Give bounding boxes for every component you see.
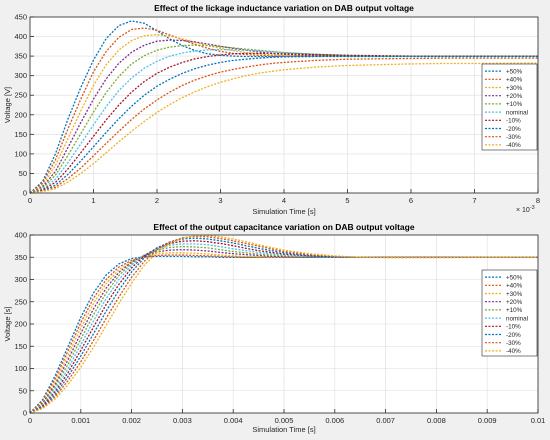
y-tick-label: 50 (19, 169, 27, 178)
legend-label-2: +30% (506, 291, 523, 298)
y-tick-label: 0 (23, 409, 27, 418)
x-exponent-power: -3 (530, 205, 535, 211)
series-line-9 (29, 62, 538, 194)
y-tick-label: 350 (14, 52, 27, 61)
legend-label-4: +10% (506, 101, 523, 108)
legend-label-3: +20% (506, 93, 523, 100)
legend-box (481, 269, 538, 357)
chart-title: Effect of the lickage inductance variati… (154, 3, 414, 13)
x-axis-label: Simulation Time [s] (252, 207, 315, 216)
x-tick-label: 1 (91, 196, 95, 205)
x-tick-label: 0.002 (122, 416, 141, 425)
x-tick-label: 2 (155, 196, 159, 205)
legend-label-9: -40% (506, 142, 521, 149)
x-exponent-label: × 10-3 (516, 205, 535, 214)
x-tick-label: 7 (472, 196, 476, 205)
y-tick-label: 100 (14, 149, 27, 158)
y-tick-label: 250 (14, 91, 27, 100)
legend-label-2: +30% (506, 85, 523, 92)
series-line-7 (29, 237, 538, 414)
x-tick-label: 0.005 (275, 416, 294, 425)
series-line-7 (29, 55, 538, 194)
y-tick-label: 150 (14, 342, 27, 351)
x-exponent-base: × 10 (516, 207, 530, 214)
y-axis-label: Voltage [s] (3, 306, 12, 341)
chart-leakage-inductance: 0 1 2 3 4 5 6 7 8 0 50 100 150 200 250 300 350 400 450 Effe… (3, 3, 540, 216)
y-tick-label: 300 (14, 71, 27, 80)
x-tick-label: 0.008 (427, 416, 446, 425)
legend-label-1: +40% (506, 283, 523, 290)
legend-label-7: -20% (506, 332, 521, 339)
series-line-0 (29, 255, 538, 414)
y-tick-label: 350 (14, 253, 27, 262)
legend-label-1: +40% (506, 77, 523, 84)
y-tick-label: 250 (14, 297, 27, 306)
legend: +50% +40%+30%+20%+10%nominal -10%-20%-30%-… (481, 269, 538, 357)
legend: +50% +40%+30%+20%+10%nominal -10%-20%-30%-… (481, 63, 538, 151)
x-tick-label: 5 (345, 196, 349, 205)
y-tick-label: 200 (14, 320, 27, 329)
legend-box (481, 63, 538, 151)
legend-label-5: nominal (506, 315, 528, 322)
series-line-6 (29, 52, 538, 194)
x-tick-label: 3 (218, 196, 222, 205)
y-tick-label: 200 (14, 110, 27, 119)
x-axis-label: Simulation Time [s] (252, 425, 315, 434)
legend-label-6: -10% (506, 324, 521, 331)
series-line-6 (29, 240, 538, 414)
x-tick-label: 0.006 (325, 416, 344, 425)
x-tick-label: 0.007 (376, 416, 395, 425)
x-tick-label: 0.003 (173, 416, 192, 425)
y-tick-label: 50 (19, 386, 27, 395)
x-tick-label: 0 (28, 196, 32, 205)
legend-label-0: +50% (506, 68, 523, 75)
series-line-8 (29, 235, 538, 414)
x-tick-label: 0.01 (531, 416, 546, 425)
series-line-8 (29, 57, 538, 194)
x-tick-label: 4 (282, 196, 286, 205)
x-tick-label: 0 (28, 416, 32, 425)
chart-title: Effect of the output capacitance variati… (153, 222, 414, 232)
legend-label-9: -40% (506, 348, 521, 355)
x-tick-label: 0.004 (224, 416, 243, 425)
legend-label-8: -30% (506, 340, 521, 347)
y-axis-label: Voltage [V] (3, 87, 12, 123)
x-tick-label: 6 (409, 196, 413, 205)
y-tick-label: 450 (14, 13, 27, 22)
y-tick-label: 300 (14, 275, 27, 284)
y-tick-label: 400 (14, 231, 27, 240)
legend-label-4: +10% (506, 307, 523, 314)
y-tick-label: 400 (14, 32, 27, 41)
legend-label-0: +50% (506, 274, 523, 281)
legend-label-5: nominal (506, 109, 528, 116)
legend-label-8: -30% (506, 134, 521, 141)
x-tick-label: 8 (536, 196, 540, 205)
x-tick-label: 0.001 (71, 416, 90, 425)
y-tick-label: 150 (14, 130, 27, 139)
chart-output-capacitance: 0 0.001 0.002 0.003 0.004 0.005 0.006 0.007 0.00… (3, 222, 545, 434)
y-tick-label: 100 (14, 364, 27, 373)
legend-label-7: -20% (506, 126, 521, 133)
legend-label-3: +20% (506, 299, 523, 306)
legend-label-6: -10% (506, 118, 521, 125)
y-tick-label: 0 (23, 189, 27, 198)
x-tick-label: 0.009 (478, 416, 497, 425)
